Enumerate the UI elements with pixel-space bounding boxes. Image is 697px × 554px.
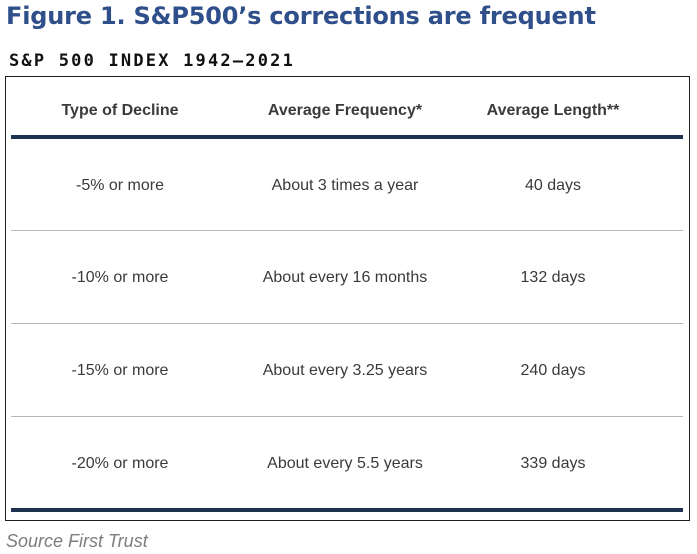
cell-length: 40 days	[524, 177, 582, 194]
table-row: -15% or more About every 3.25 years 240 …	[6, 324, 689, 417]
source-note: Source First Trust	[6, 531, 148, 551]
cell-frequency: About every 16 months	[262, 269, 428, 286]
table-row: -10% or more About every 16 months 132 d…	[6, 231, 689, 324]
cell-frequency: About every 3.25 years	[262, 362, 428, 379]
bottom-rule	[11, 508, 683, 512]
row-divider	[11, 323, 683, 324]
cell-length: 240 days	[520, 362, 586, 379]
figure-title: Figure 1. S&P500’s corrections are frequ…	[6, 2, 596, 30]
row-divider	[11, 230, 683, 231]
table-row: -20% or more About every 5.5 years 339 d…	[6, 417, 689, 510]
row-divider	[11, 416, 683, 417]
table-row: -5% or more About 3 times a year 40 days	[6, 139, 689, 232]
decline-table: Type of Decline Average Frequency* Avera…	[5, 76, 690, 521]
header-average-frequency: Average Frequency*	[267, 102, 423, 119]
cell-decline: -20% or more	[71, 455, 169, 472]
header-type-of-decline: Type of Decline	[61, 102, 179, 119]
cell-length: 132 days	[520, 269, 586, 286]
cell-frequency: About every 5.5 years	[267, 455, 423, 472]
header-average-length: Average Length**	[486, 102, 620, 119]
table-header-row: Type of Decline Average Frequency* Avera…	[6, 77, 689, 137]
cell-frequency: About 3 times a year	[271, 177, 419, 194]
cell-decline: -5% or more	[75, 177, 165, 194]
cell-decline: -10% or more	[71, 269, 169, 286]
cell-decline: -15% or more	[71, 362, 169, 379]
index-heading: S&P 500 INDEX 1942–2021	[9, 51, 296, 71]
cell-length: 339 days	[520, 455, 586, 472]
header-rule	[11, 135, 683, 139]
